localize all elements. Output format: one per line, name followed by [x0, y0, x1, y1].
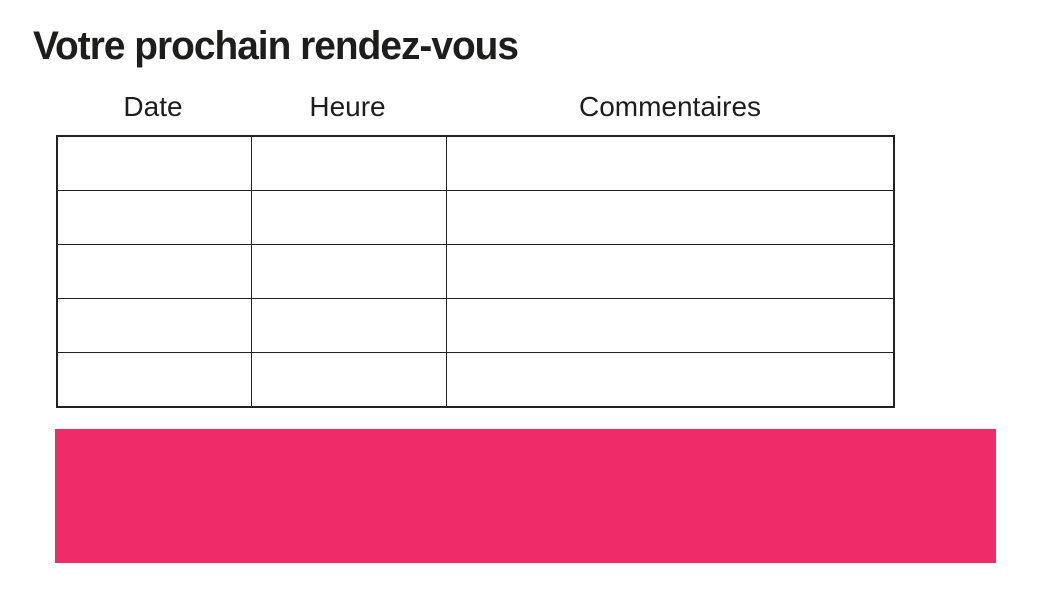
table-cell: [58, 353, 252, 406]
table-header-row: Date Heure Commentaires: [56, 90, 895, 124]
table-cell: [252, 137, 447, 190]
table-cell: [447, 299, 893, 352]
column-header-heure: Heure: [309, 91, 386, 122]
table-row: [58, 353, 893, 406]
table-cell: [58, 191, 252, 244]
page-title: Votre prochain rendez-vous: [33, 24, 519, 68]
column-header-date: Date: [123, 91, 183, 122]
table-cell: [447, 353, 893, 406]
table-cell: [252, 299, 447, 352]
table-cell: [58, 137, 252, 190]
table-cell: [58, 299, 252, 352]
table-cell: [447, 245, 893, 298]
column-header-commentaires: Commentaires: [578, 91, 762, 122]
table-cell: [447, 191, 893, 244]
table-cell: [252, 353, 447, 406]
table-row: [58, 137, 893, 191]
table-row: [58, 299, 893, 353]
table-row: [58, 245, 893, 299]
table-cell: [252, 191, 447, 244]
appointments-table: [56, 135, 895, 408]
table-cell: [447, 137, 893, 190]
accent-band: [55, 429, 996, 563]
table-row: [58, 191, 893, 245]
table-cell: [58, 245, 252, 298]
table-cell: [252, 245, 447, 298]
